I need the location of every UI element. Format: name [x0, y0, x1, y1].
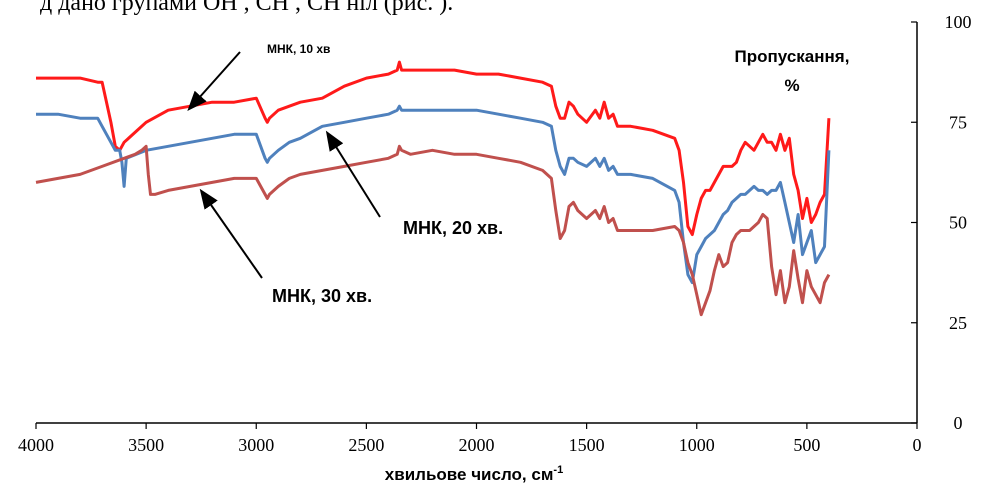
y-tick-label: 75 — [949, 112, 967, 132]
header-text-fragment: д дано групами ОН , СН , СН ніл (рис. ). — [40, 0, 453, 16]
series-mnk-20-line — [36, 104, 831, 285]
x-tick-label: 2000 — [459, 435, 495, 455]
annotation-arrow-mnk-30 — [199, 188, 263, 279]
annotation-mnk-10: МНК, 10 хв — [267, 42, 330, 56]
y-tick-label: 25 — [949, 313, 967, 333]
x-tick-label: 1000 — [679, 435, 715, 455]
annotation-arrow-mnk-20 — [325, 130, 381, 218]
y-axis-title-line1: Пропускання, — [735, 47, 850, 66]
y-axis-ticks: 0 25 50 75 100 — [911, 12, 972, 433]
x-tick-label: 2500 — [348, 435, 384, 455]
annotation-mnk-20: МНК, 20 хв. — [403, 218, 503, 238]
series-mnk-30-line — [35, 144, 831, 317]
series-mnk-10-line — [36, 60, 831, 236]
annotation-arrow-mnk-10 — [187, 51, 241, 111]
x-tick-label: 1500 — [569, 435, 605, 455]
x-axis-ticks: 4000 3500 3000 2500 2000 1500 1000 500 0 — [18, 423, 922, 455]
x-tick-label: 0 — [913, 435, 922, 455]
x-tick-label: 500 — [793, 435, 820, 455]
y-tick-label: 50 — [949, 213, 967, 233]
x-axis-title: хвильове число, см-1 — [385, 464, 563, 484]
y-tick-label: 100 — [945, 12, 972, 32]
x-tick-label: 3500 — [128, 435, 164, 455]
y-axis-title-line2: % — [784, 76, 799, 95]
x-tick-label: 3000 — [238, 435, 274, 455]
y-tick-label: 0 — [954, 413, 963, 433]
x-tick-label: 4000 — [18, 435, 54, 455]
annotation-mnk-30: МНК, 30 хв. — [272, 286, 372, 306]
series-lines — [35, 60, 831, 317]
